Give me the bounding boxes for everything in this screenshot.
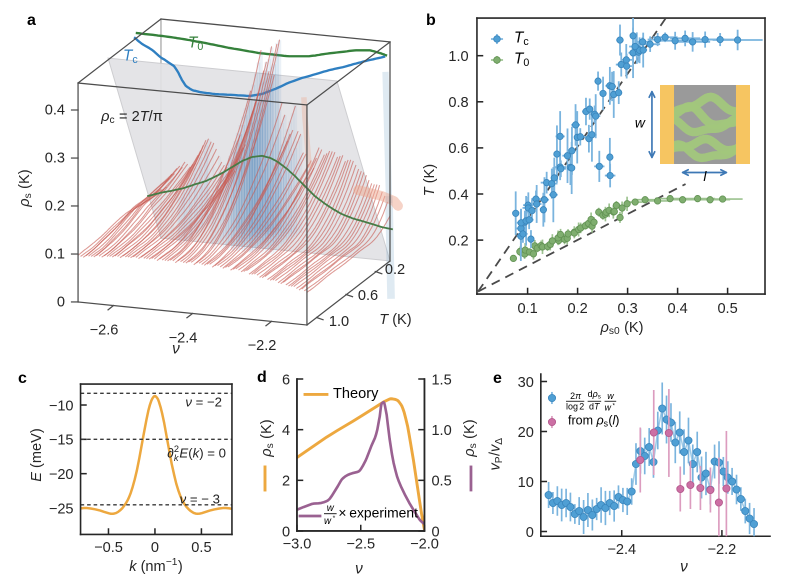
svg-text:0.4: 0.4 [448, 187, 468, 203]
svg-text:−2.2: −2.2 [248, 338, 277, 354]
svg-text:0.8: 0.8 [448, 95, 468, 111]
svg-text:w w * ×: w w * × e x p e r i m e n t [324, 491, 420, 529]
svg-text:−25: −25 [49, 501, 74, 517]
svg-text:0.4: 0.4 [45, 102, 65, 118]
svg-text:−20: −20 [49, 467, 74, 483]
svg-text:b: b [426, 12, 436, 29]
svg-text:T 0: T 0 [188, 27, 204, 52]
svg-text:0: 0 [431, 524, 439, 540]
svg-text:d: d [257, 369, 267, 386]
svg-text:30: 30 [518, 375, 534, 391]
svg-text:−0.5: −0.5 [94, 540, 123, 556]
svg-text:0.5: 0.5 [431, 474, 451, 490]
svg-text:−2.5: −2.5 [346, 537, 375, 553]
svg-text:ρ T c: ρ T c = 2 / π [100, 101, 163, 128]
svg-text:0.3: 0.3 [45, 150, 65, 166]
svg-text:∂ ( ): ∂ ( ) = 0 2 k E k [167, 432, 232, 466]
svg-text:ρ s (: ρ s ( K ) [251, 418, 278, 458]
svg-text:−2.4: −2.4 [607, 542, 636, 558]
svg-text:f r o m: f r o m ( ) ρ l s [568, 405, 626, 430]
svg-text:−10: −10 [49, 398, 74, 414]
svg-text:1.0: 1.0 [448, 49, 468, 65]
svg-text:1.0: 1.0 [329, 314, 349, 330]
svg-text:−3.0: −3.0 [283, 537, 312, 553]
svg-text:0.2: 0.2 [567, 301, 587, 317]
svg-text:ρ s 0: ρ s 0 ( K ) [599, 312, 644, 339]
svg-text:0: 0 [151, 540, 159, 556]
svg-text:k ( n: k ( n m ) − 1 [129, 545, 189, 576]
svg-text:0.4: 0.4 [667, 301, 687, 317]
svg-text:ρ s (: ρ s ( K ) [9, 168, 36, 208]
svg-text:T 0: T 0 [514, 43, 530, 68]
svg-text:20: 20 [518, 425, 534, 441]
svg-text:ν =: ν = − 3 [180, 483, 220, 508]
svg-text:T ( K: T ( K ) [379, 304, 413, 329]
svg-text:a: a [27, 12, 36, 29]
svg-text:l: l [703, 168, 707, 184]
svg-text:0: 0 [526, 525, 534, 541]
svg-text:2: 2 [282, 474, 290, 490]
svg-text:E ( m: E ( m e V ) [21, 427, 46, 482]
svg-text:10: 10 [518, 475, 534, 491]
svg-text:T c: T c [123, 40, 139, 65]
svg-text:0.2: 0.2 [448, 233, 468, 249]
svg-text:ν: ν [172, 341, 180, 358]
svg-text:ν: ν [680, 559, 688, 576]
svg-text:Theory: Theory [333, 386, 379, 402]
svg-text:T c: T c [514, 22, 530, 47]
svg-text:6: 6 [282, 372, 290, 388]
svg-text:0: 0 [282, 524, 290, 540]
svg-text:0.3: 0.3 [617, 301, 637, 317]
svg-text:0.6: 0.6 [448, 141, 468, 157]
svg-text:0.1: 0.1 [517, 301, 537, 317]
svg-text:4: 4 [282, 423, 290, 439]
svg-text:v v P Δ: v v P Δ / [480, 432, 507, 471]
svg-text:ρ s (: ρ s ( K ) [454, 418, 481, 458]
svg-text:−2.2: −2.2 [708, 542, 737, 558]
svg-text:w: w [635, 115, 646, 131]
svg-text:0: 0 [57, 294, 65, 310]
svg-text:1.0: 1.0 [431, 423, 451, 439]
svg-text:−2.4: −2.4 [169, 330, 198, 346]
svg-text:c: c [18, 370, 27, 387]
svg-text:ν =: ν = − 2 [185, 386, 222, 411]
svg-text:0.1: 0.1 [45, 246, 65, 262]
svg-text:−2.6: −2.6 [90, 322, 119, 338]
svg-text:−2.0: −2.0 [410, 537, 439, 553]
svg-text:T ( K: T ( K ) [414, 163, 439, 197]
svg-text:0.6: 0.6 [358, 288, 378, 304]
svg-text:0.2: 0.2 [45, 198, 65, 214]
svg-text:0.2: 0.2 [385, 262, 405, 278]
svg-text:0.5: 0.5 [717, 301, 737, 317]
svg-text:−15: −15 [49, 433, 74, 449]
svg-text:0.5: 0.5 [191, 540, 211, 556]
svg-text:e: e [493, 370, 502, 387]
svg-text:l o 2 g: l o 2 g 2 d d π ρ T w w s * [566, 377, 620, 415]
svg-text:ν: ν [355, 561, 363, 578]
svg-text:1.5: 1.5 [431, 372, 451, 388]
